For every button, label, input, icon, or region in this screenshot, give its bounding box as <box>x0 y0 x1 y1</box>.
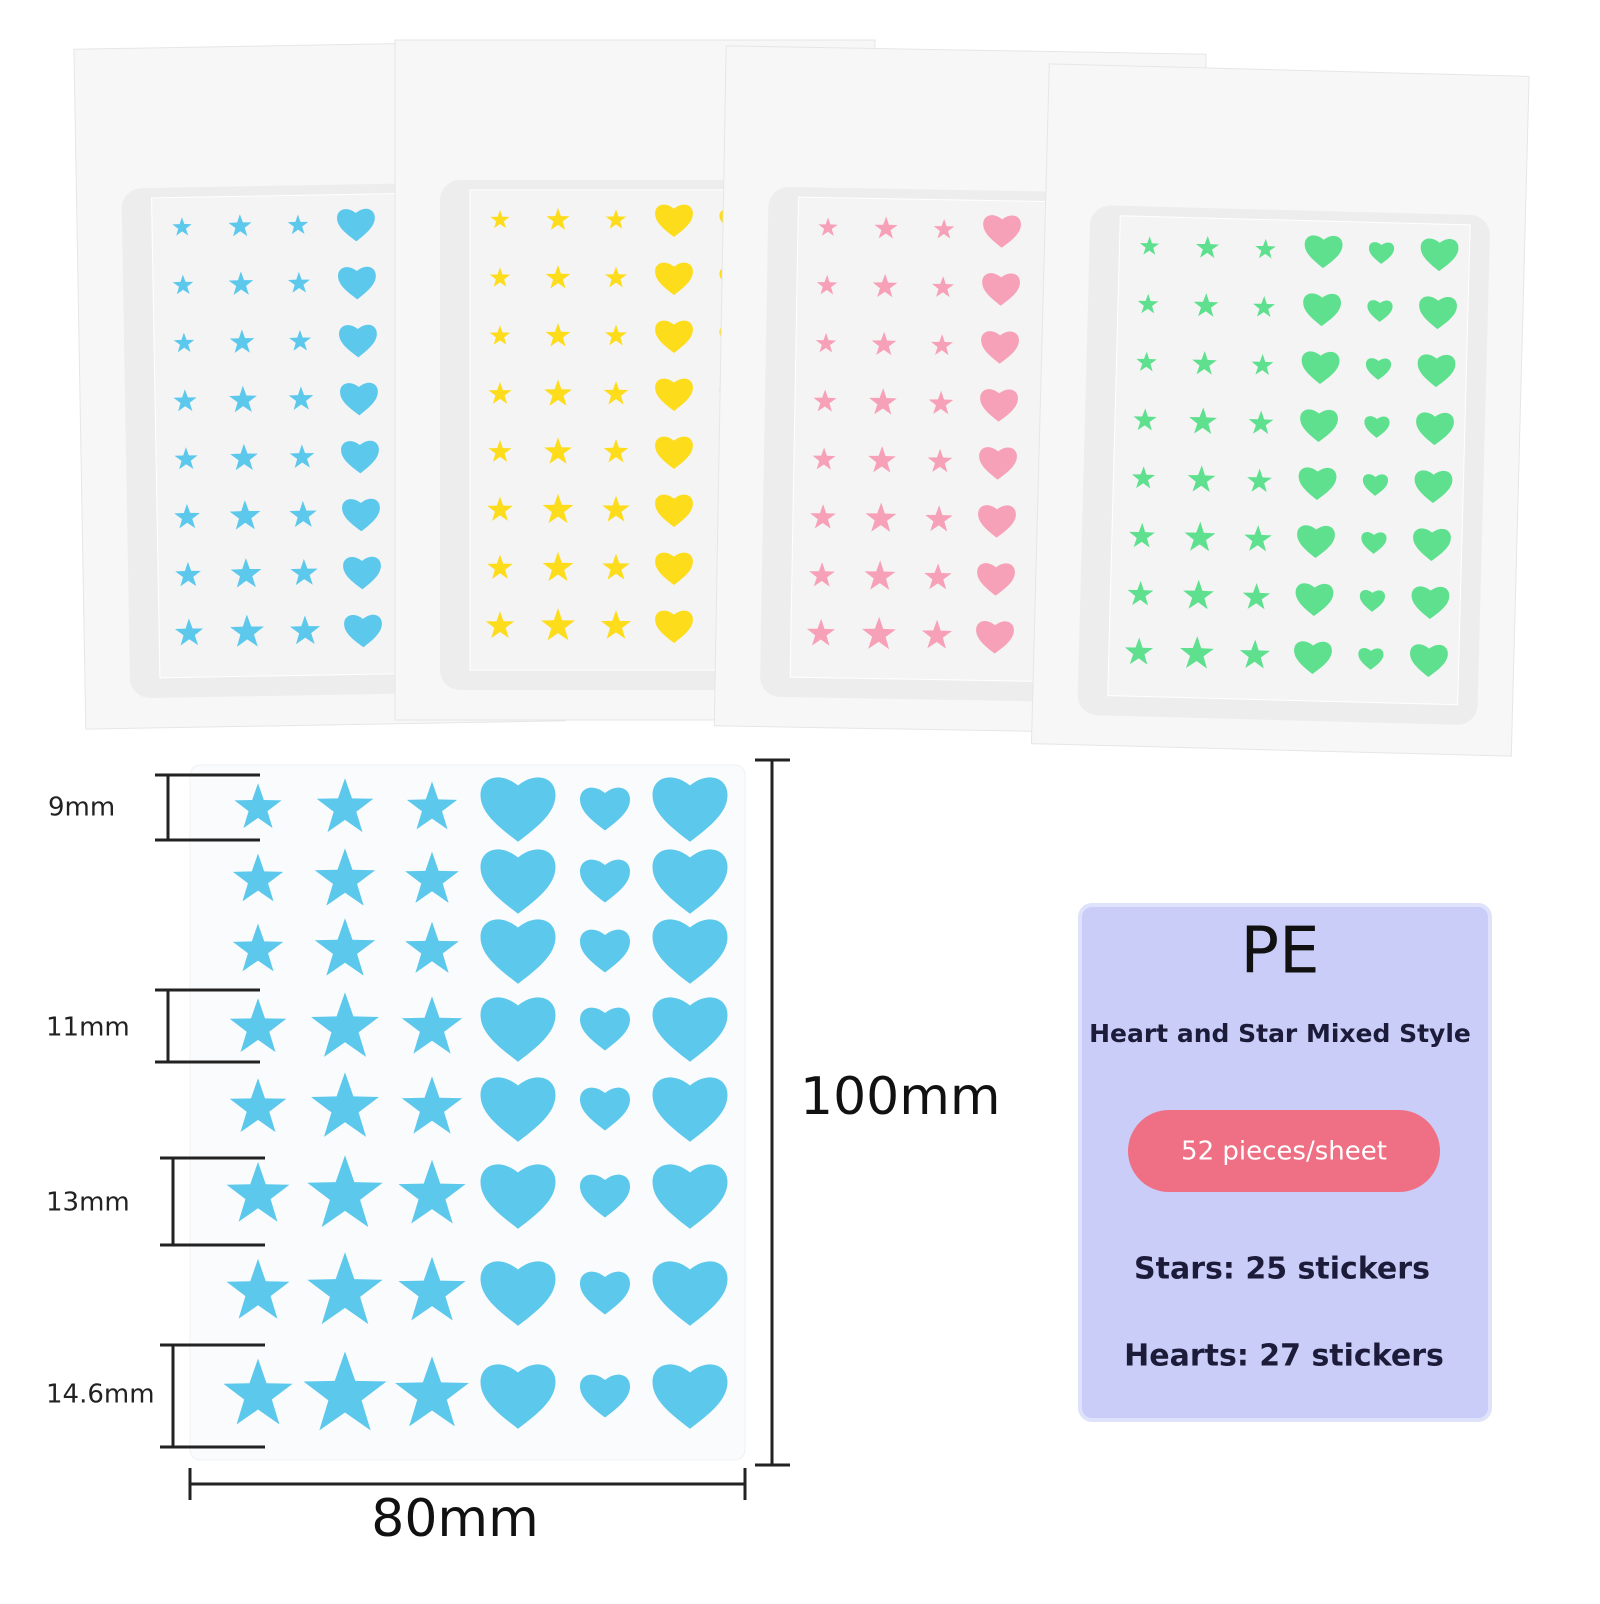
package-sheet <box>1107 215 1471 706</box>
style: Heart and Star Mixed Style <box>1089 1019 1471 1048</box>
height-label: 100mm <box>800 1067 1001 1127</box>
width-label: 80mm <box>371 1489 538 1549</box>
size-label: 14.6mm <box>46 1380 155 1410</box>
package <box>1030 63 1530 757</box>
count: 52 pieces/sheet <box>1181 1137 1387 1167</box>
hearts-count: Hearts: 27 stickers <box>1124 1339 1444 1374</box>
packages <box>73 39 1530 757</box>
stars-count: Stars: 25 stickers <box>1134 1252 1430 1287</box>
size-label: 13mm <box>46 1188 130 1218</box>
size-label: 11mm <box>46 1013 130 1043</box>
size-label: 9mm <box>48 793 115 823</box>
count-pill <box>1128 1110 1440 1192</box>
material: PE <box>1240 915 1319 989</box>
dimension-lines <box>155 758 790 1500</box>
